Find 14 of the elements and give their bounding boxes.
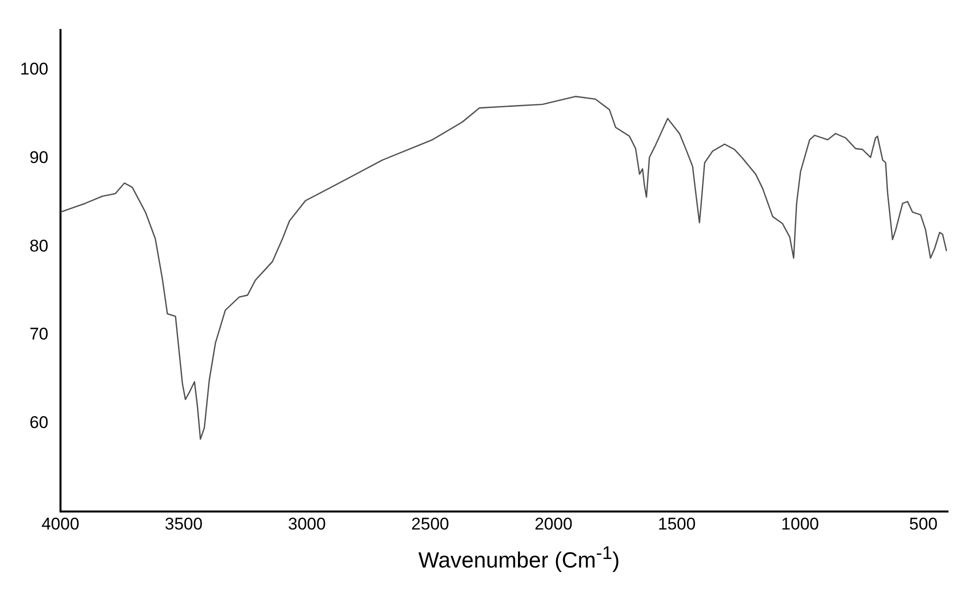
y-tick-label: 100 [20,60,48,79]
y-tick-label: 80 [29,236,48,256]
x-tick-label: 1500 [658,514,696,534]
x-tick-label: 2000 [534,514,572,534]
y-tick-label: 70 [29,324,48,344]
y-tick-label: 90 [29,148,48,167]
x-tick-label: 2500 [411,514,450,534]
x-tick-label: 500 [909,514,938,534]
x-tick-label: 3500 [164,514,203,534]
x-tick-label: 3000 [288,514,326,534]
y-tick-label: 60 [29,412,48,432]
x-axis-title: Wavenumber (Cm$^{-1}$) [417,542,621,574]
x-tick-label: 1000 [781,514,819,534]
x-tick-label: 4000 [41,514,80,534]
